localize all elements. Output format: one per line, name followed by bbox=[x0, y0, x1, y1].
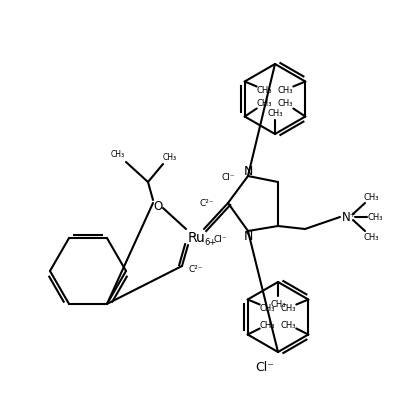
Text: N: N bbox=[243, 165, 253, 178]
Text: O: O bbox=[154, 200, 163, 213]
Text: N⁺: N⁺ bbox=[342, 211, 357, 224]
Text: Cl⁻: Cl⁻ bbox=[221, 173, 235, 182]
Text: CH₃: CH₃ bbox=[363, 193, 379, 202]
Text: CH₃: CH₃ bbox=[257, 86, 272, 95]
Text: Cl⁻: Cl⁻ bbox=[213, 235, 227, 244]
Text: CH₃: CH₃ bbox=[277, 99, 293, 108]
Text: CH₃: CH₃ bbox=[260, 320, 275, 329]
Text: CH₃: CH₃ bbox=[363, 233, 379, 242]
Text: CH₃: CH₃ bbox=[111, 150, 125, 159]
Text: CH₃: CH₃ bbox=[270, 300, 286, 309]
Text: Ru: Ru bbox=[187, 231, 205, 244]
Text: CH₃: CH₃ bbox=[267, 108, 283, 117]
Text: C²⁻: C²⁻ bbox=[199, 199, 214, 208]
Text: C²⁻: C²⁻ bbox=[189, 264, 203, 273]
Text: CH₃: CH₃ bbox=[367, 213, 383, 222]
Text: N: N bbox=[243, 230, 253, 243]
Text: CH₃: CH₃ bbox=[277, 86, 293, 95]
Text: CH₃: CH₃ bbox=[260, 303, 275, 312]
Text: 6+: 6+ bbox=[204, 238, 216, 247]
Text: CH₃: CH₃ bbox=[163, 153, 177, 162]
Text: Cl⁻: Cl⁻ bbox=[255, 360, 275, 374]
Text: CH₃: CH₃ bbox=[257, 99, 272, 108]
Text: CH₃: CH₃ bbox=[280, 320, 296, 329]
Text: CH₃: CH₃ bbox=[280, 303, 296, 312]
